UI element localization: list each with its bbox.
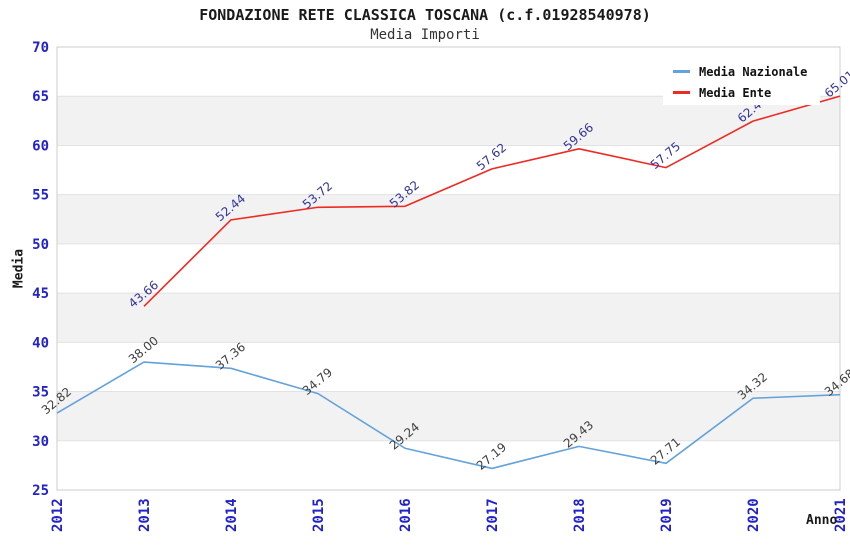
x-tick-label: 2013 — [137, 498, 153, 532]
x-tick-label: 2012 — [50, 498, 66, 532]
chart-subtitle: Media Importi — [370, 27, 480, 43]
y-tick-label: 70 — [32, 40, 49, 56]
legend-line-swatch — [673, 91, 690, 94]
plot-band — [57, 243, 840, 294]
y-tick-label: 60 — [32, 138, 49, 154]
y-tick-label: 35 — [32, 385, 49, 401]
series-line-media-ente — [143, 95, 841, 307]
legend-label: Media Nazionale — [699, 64, 808, 79]
legend-item-media-ente[interactable]: Media Ente — [673, 82, 820, 103]
series-line-media-nazionale — [56, 361, 841, 470]
x-tick-label: 2020 — [746, 498, 762, 532]
chart-legend: Media Nazionale Media Ente — [663, 57, 820, 105]
y-tick-label: 25 — [32, 483, 49, 499]
plot-band — [57, 391, 840, 441]
x-tick-label: 2021 — [833, 498, 849, 532]
legend-item-media-nazionale[interactable]: Media Nazionale — [673, 61, 820, 82]
plot-band — [57, 145, 840, 195]
x-tick-label: 2015 — [311, 498, 327, 532]
legend-line-swatch — [673, 70, 690, 73]
y-tick-label: 45 — [32, 286, 49, 302]
y-tick-label: 65 — [32, 89, 49, 105]
chart-title: FONDAZIONE RETE CLASSICA TOSCANA (c.f.01… — [199, 6, 651, 24]
plot-band — [57, 293, 840, 343]
x-tick-label: 2019 — [659, 498, 675, 532]
x-axis-title: Anno — [806, 513, 838, 528]
plot-band — [57, 342, 840, 392]
legend-label: Media Ente — [699, 85, 772, 100]
y-tick-label: 40 — [32, 335, 49, 351]
y-tick-label: 50 — [32, 237, 49, 253]
x-tick-label: 2014 — [224, 498, 240, 532]
y-axis-title: Media — [11, 248, 27, 289]
x-tick-label: 2018 — [572, 498, 588, 532]
x-tick-label: 2017 — [485, 498, 501, 532]
y-tick-label: 55 — [32, 188, 49, 204]
plot-band — [57, 440, 840, 490]
y-tick-label: 30 — [32, 434, 49, 450]
plot-border — [56, 46, 841, 491]
x-tick-label: 2016 — [398, 498, 414, 532]
plot-band — [57, 194, 840, 244]
